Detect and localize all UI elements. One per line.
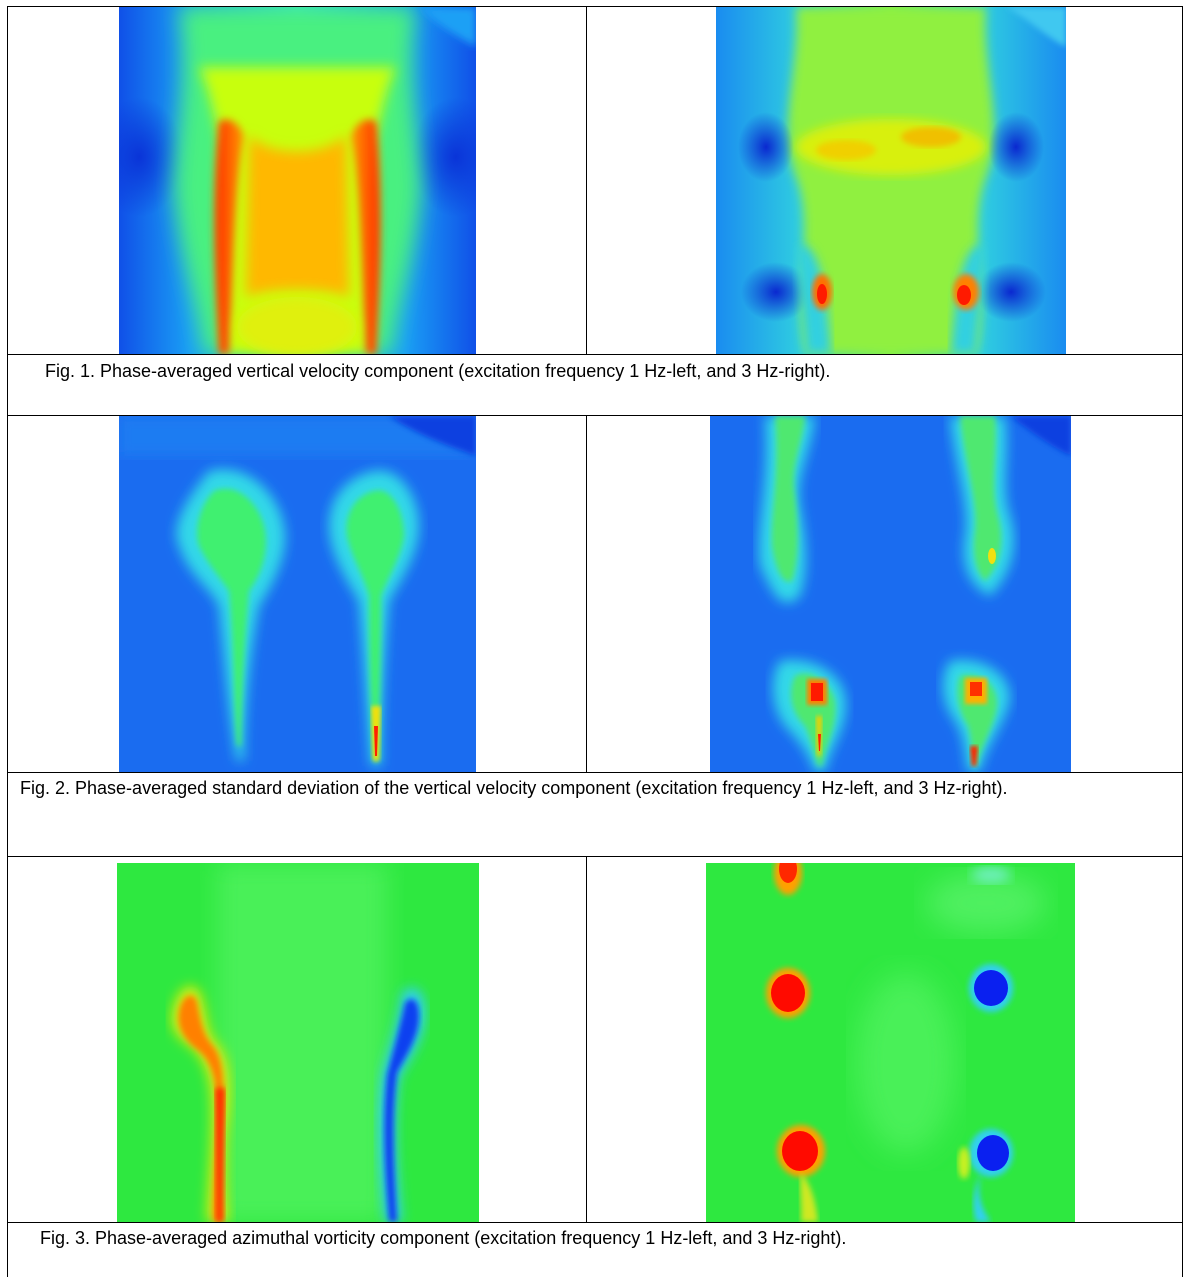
fig3-right-vorticity-field — [706, 863, 1075, 1222]
table-divider-fig1-bottom — [7, 415, 1183, 416]
fig2-caption: Fig. 2. Phase-averaged standard deviatio… — [20, 778, 1008, 798]
table-divider-fig3-caption — [7, 1222, 1183, 1223]
table-divider-fig2-bottom — [7, 856, 1183, 857]
fig1-caption: Fig. 1. Phase-averaged vertical velocity… — [45, 361, 831, 381]
fig1-right-velocity-field — [716, 7, 1066, 354]
fig2-right-stddev-field — [710, 416, 1071, 772]
table-border-left — [7, 6, 8, 1277]
column-divider-fig1 — [586, 6, 587, 354]
fig3-left-vorticity-field — [117, 863, 479, 1222]
table-divider-fig1-caption — [7, 354, 1183, 355]
fig1-left-velocity-field — [119, 7, 476, 354]
fig3-caption: Fig. 3. Phase-averaged azimuthal vortici… — [40, 1228, 847, 1248]
fig2-left-stddev-field — [119, 416, 476, 772]
column-divider-fig2 — [586, 415, 587, 772]
table-divider-fig2-caption — [7, 772, 1183, 773]
table-border-top — [7, 6, 1183, 7]
column-divider-fig3 — [586, 856, 587, 1222]
